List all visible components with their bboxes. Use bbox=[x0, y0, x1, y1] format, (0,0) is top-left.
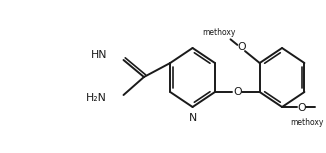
Text: HN: HN bbox=[91, 50, 107, 60]
Text: H₂N: H₂N bbox=[86, 93, 107, 103]
Text: O: O bbox=[233, 87, 242, 97]
Text: O: O bbox=[237, 42, 245, 52]
Text: methoxy: methoxy bbox=[202, 28, 235, 37]
Text: N: N bbox=[188, 113, 197, 123]
Text: methoxy: methoxy bbox=[291, 118, 324, 127]
Text: O: O bbox=[297, 103, 306, 113]
